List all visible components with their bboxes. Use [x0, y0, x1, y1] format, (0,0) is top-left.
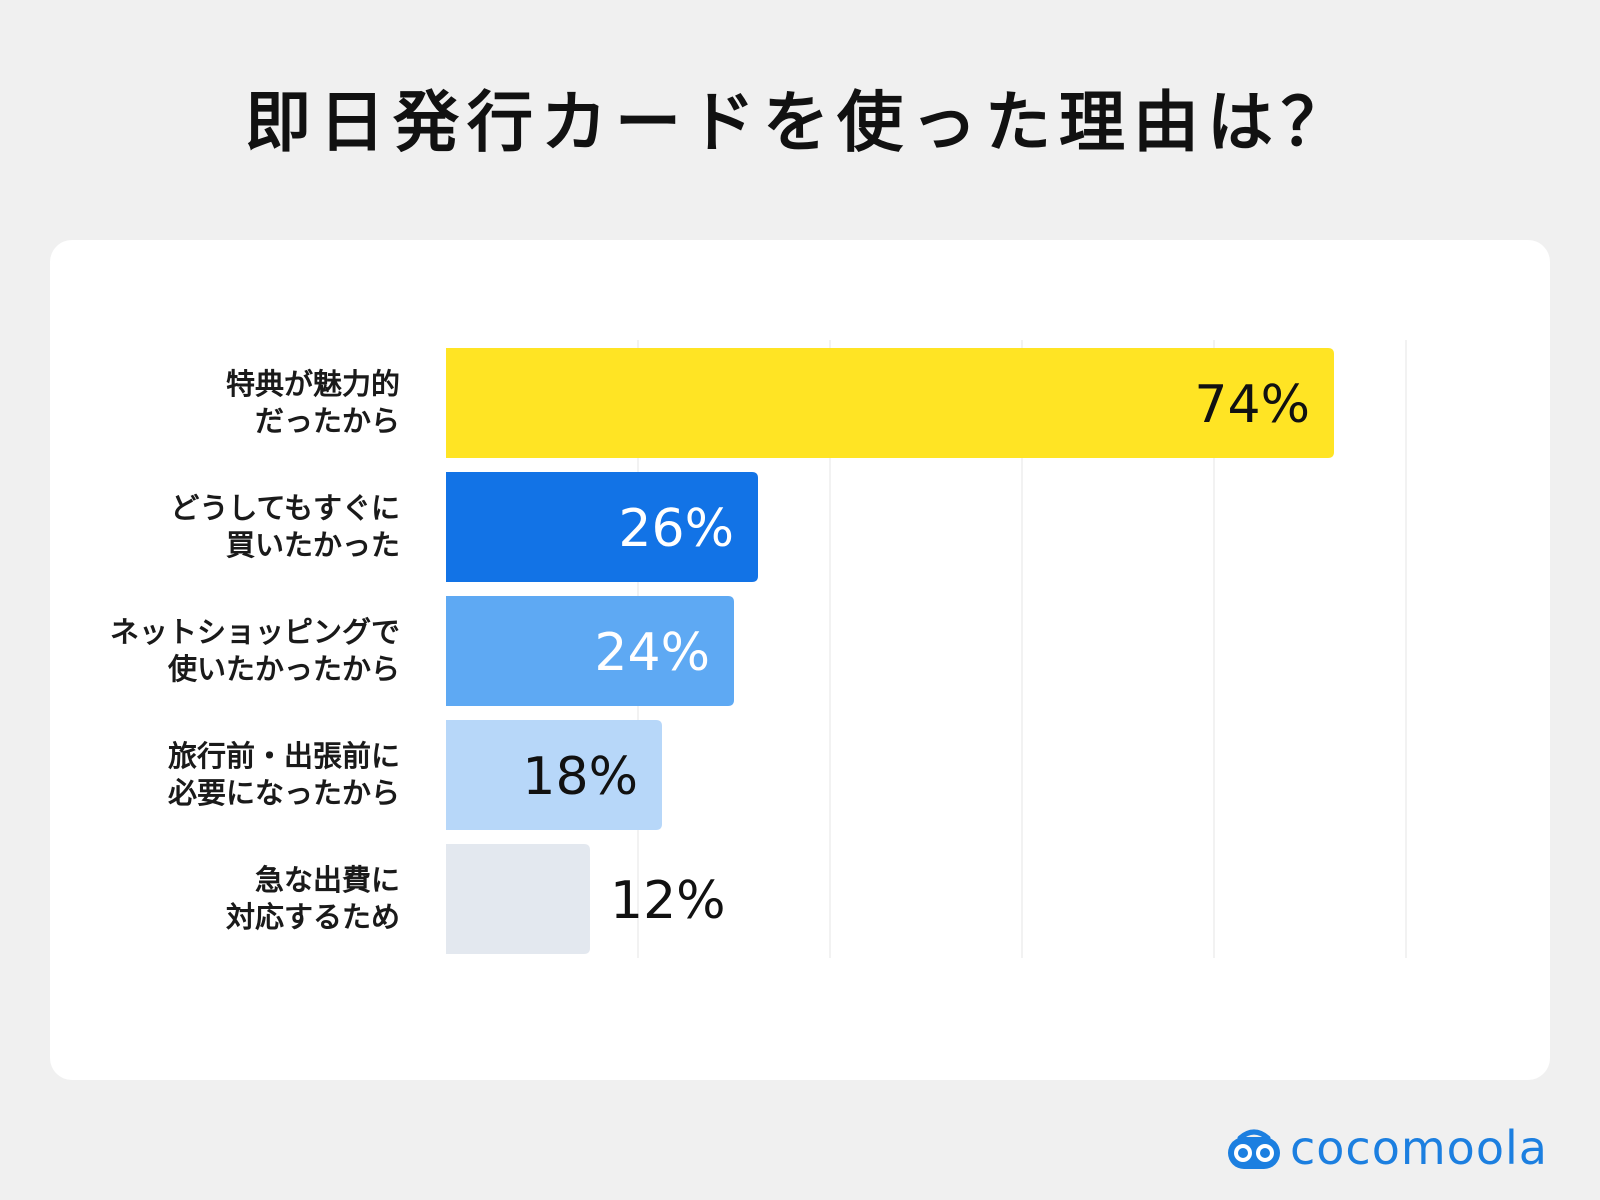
- category-label: 必要になったから: [168, 776, 400, 810]
- bar: [446, 472, 758, 582]
- bar-value-label: 24%: [594, 623, 710, 683]
- bar-value-label: 18%: [522, 747, 638, 807]
- bar: [446, 844, 590, 954]
- category-label: 買いたかった: [226, 528, 400, 562]
- category-label: ネットショッピングで: [110, 615, 400, 649]
- brand-name: cocomoola: [1290, 1121, 1548, 1175]
- chart-card: 74% 特典が魅力的 だったから 26% どうしてもすぐに 買いたかった 24% ネットショッ…: [50, 240, 1550, 1080]
- brand-logo[interactable]: cocomoola: [1226, 1118, 1548, 1178]
- bar: [446, 596, 734, 706]
- cocomoola-logo-icon: [1228, 1129, 1280, 1169]
- category-label: 旅行前・出張前に: [168, 739, 400, 773]
- bar-value-label: 74%: [1194, 375, 1310, 435]
- bar: [446, 348, 1334, 458]
- bar-value-label: 26%: [618, 499, 734, 559]
- category-label: どうしてもすぐに: [170, 491, 400, 525]
- bar: [446, 720, 662, 830]
- category-label: 急な出費に: [255, 863, 400, 897]
- category-label: 対応するため: [226, 900, 400, 934]
- bar-value-label: 12%: [610, 871, 726, 931]
- category-label: 特典が魅力的: [226, 367, 400, 401]
- category-label: 使いたかったから: [167, 652, 400, 686]
- chart-title: 即日発行カードを使った理由は？: [245, 84, 1355, 161]
- category-label: だったから: [255, 404, 400, 438]
